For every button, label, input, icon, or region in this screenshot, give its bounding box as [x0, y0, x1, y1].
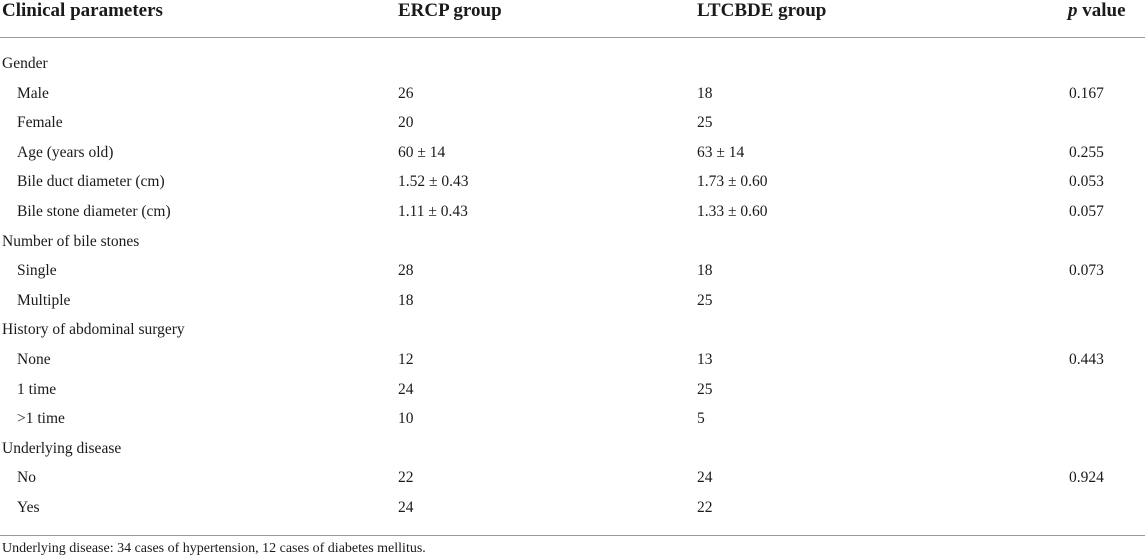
cell: 10: [398, 410, 414, 428]
cell: 0.167: [1069, 84, 1104, 102]
cell: 22: [697, 499, 713, 516]
header-cell: ERCP group: [398, 0, 502, 21]
cell: 63 ± 14: [697, 143, 745, 161]
section-label: Gender: [2, 55, 48, 72]
header-italic: p: [1068, 0, 1078, 21]
header-cell: p value: [1068, 1, 1126, 20]
row-label: Single: [17, 262, 57, 280]
header-cell: LTCBDE group: [697, 0, 827, 21]
cell: 0.255: [1069, 143, 1104, 161]
cell: 18: [697, 262, 713, 280]
cell: 20: [398, 114, 414, 132]
cell: 0.057: [1069, 203, 1104, 220]
cell: 12: [398, 351, 414, 368]
cell: 24: [398, 380, 414, 398]
footnote: Underlying disease: 34 cases of hyperten…: [2, 541, 426, 556]
cell: 60 ± 14: [398, 143, 446, 161]
row-label: Male: [17, 84, 49, 102]
cell: 25: [697, 114, 713, 132]
cell: 0.924: [1069, 469, 1104, 487]
cell: 0.073: [1069, 262, 1104, 280]
cell: 25: [697, 380, 713, 398]
cell: 24: [697, 469, 713, 487]
section-label: Number of bile stones: [2, 232, 140, 250]
cell: 0.443: [1069, 351, 1104, 368]
header-rule: [0, 37, 1145, 38]
cell: 1.52 ± 0.43: [398, 173, 469, 191]
cell: 5: [697, 410, 705, 428]
header-text: value: [1082, 0, 1126, 21]
cell: 24: [398, 499, 414, 516]
row-label: None: [17, 351, 51, 368]
cell: 26: [398, 84, 414, 102]
row-label: Age (years old): [17, 143, 114, 161]
cell: 13: [697, 351, 713, 368]
bottom-rule: [0, 535, 1145, 536]
row-label: Yes: [17, 499, 40, 516]
cell: 25: [697, 291, 713, 309]
cell: 1.33 ± 0.60: [697, 203, 768, 220]
row-label: >1 time: [17, 410, 65, 428]
row-label: Female: [17, 114, 63, 132]
row-label: Bile duct diameter (cm): [17, 173, 165, 191]
cell: 18: [398, 291, 414, 309]
row-label: No: [17, 469, 36, 487]
row-label: Bile stone diameter (cm): [17, 203, 171, 220]
cell: 18: [697, 84, 713, 102]
cell: 1.11 ± 0.43: [398, 203, 468, 220]
header-cell: Clinical parameters: [2, 0, 163, 21]
cell: 22: [398, 469, 414, 487]
row-label: 1 time: [17, 380, 57, 398]
row-label: Multiple: [17, 291, 71, 309]
section-label: Underlying disease: [2, 439, 122, 457]
cell: 28: [398, 262, 414, 280]
cell: 1.73 ± 0.60: [697, 173, 768, 191]
section-label: History of abdominal surgery: [2, 321, 185, 339]
cell: 0.053: [1069, 173, 1104, 191]
